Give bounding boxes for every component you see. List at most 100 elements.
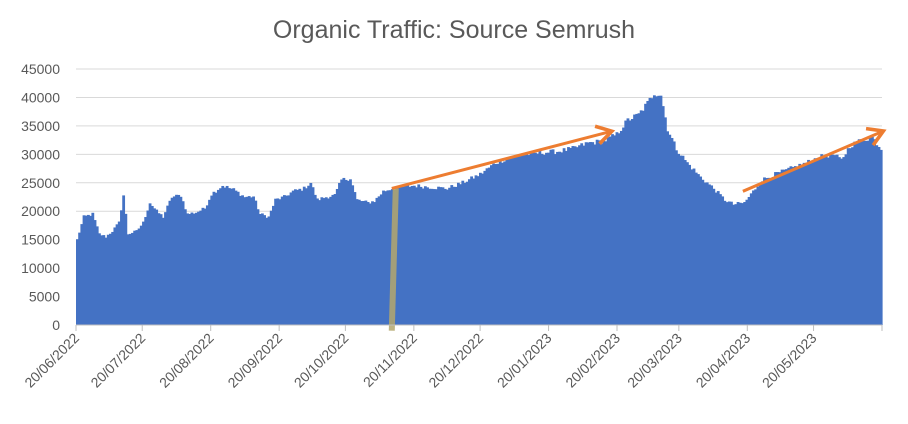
traffic-bar bbox=[668, 134, 672, 325]
traffic-bar bbox=[835, 154, 839, 325]
traffic-bar bbox=[549, 149, 553, 325]
traffic-bar bbox=[467, 179, 471, 325]
traffic-bar bbox=[501, 162, 504, 325]
traffic-bar bbox=[377, 196, 381, 325]
traffic-bar bbox=[472, 178, 476, 325]
traffic-bar bbox=[80, 224, 84, 325]
traffic-bar bbox=[197, 211, 200, 325]
traffic-bar bbox=[800, 165, 804, 325]
traffic-bar bbox=[355, 199, 359, 325]
traffic-bar bbox=[456, 182, 460, 325]
traffic-bar bbox=[481, 173, 485, 325]
traffic-bar bbox=[826, 157, 830, 325]
traffic-bar bbox=[93, 220, 97, 325]
traffic-bar bbox=[542, 154, 546, 325]
traffic-bar bbox=[445, 189, 449, 325]
traffic-bar bbox=[840, 158, 843, 325]
traffic-bar bbox=[274, 198, 277, 325]
traffic-bar bbox=[115, 224, 119, 325]
traffic-bar bbox=[820, 154, 824, 325]
traffic-bar bbox=[681, 155, 685, 325]
traffic-bar bbox=[672, 141, 676, 325]
traffic-bar bbox=[804, 162, 808, 325]
traffic-bar bbox=[710, 185, 714, 325]
traffic-bar bbox=[388, 190, 392, 325]
traffic-bar bbox=[758, 184, 762, 325]
traffic-bar bbox=[813, 158, 817, 325]
traffic-bar bbox=[708, 184, 711, 325]
traffic-bar bbox=[613, 135, 617, 325]
traffic-bar bbox=[809, 161, 813, 325]
traffic-bar bbox=[309, 182, 313, 325]
traffic-bar bbox=[798, 163, 802, 325]
traffic-bar bbox=[465, 181, 469, 325]
traffic-bar bbox=[300, 190, 304, 325]
traffic-bar bbox=[146, 210, 150, 325]
x-tick-label: 20/03/2023 bbox=[624, 330, 685, 391]
x-tick-label: 20/07/2022 bbox=[88, 330, 149, 391]
traffic-bar bbox=[199, 210, 203, 325]
traffic-bar bbox=[181, 201, 185, 325]
traffic-bar bbox=[657, 95, 661, 325]
traffic-bar bbox=[567, 147, 570, 325]
traffic-bar bbox=[723, 200, 727, 325]
traffic-bar bbox=[593, 144, 597, 325]
traffic-bar bbox=[538, 150, 542, 325]
traffic-bar bbox=[305, 188, 308, 325]
traffic-bar bbox=[531, 151, 535, 325]
traffic-bar bbox=[479, 172, 482, 325]
trend-arrow bbox=[742, 126, 887, 193]
x-tick-label: 20/02/2023 bbox=[562, 330, 623, 391]
traffic-bar bbox=[824, 156, 828, 325]
y-tick-label: 45000 bbox=[21, 61, 60, 77]
traffic-bar bbox=[490, 165, 493, 325]
x-tick-label: 20/05/2023 bbox=[759, 330, 820, 391]
traffic-bar bbox=[194, 212, 198, 325]
traffic-bar bbox=[697, 174, 700, 325]
traffic-bar bbox=[690, 169, 694, 325]
traffic-bar bbox=[807, 159, 810, 325]
traffic-bar bbox=[267, 216, 271, 325]
traffic-bar bbox=[732, 204, 736, 325]
traffic-bar bbox=[302, 186, 306, 325]
traffic-bar bbox=[232, 188, 236, 325]
traffic-bar bbox=[534, 152, 537, 325]
traffic-bar bbox=[523, 155, 526, 325]
traffic-bar bbox=[630, 119, 634, 325]
traffic-bar bbox=[855, 142, 859, 325]
traffic-bar bbox=[721, 196, 725, 325]
traffic-bar bbox=[848, 148, 852, 325]
traffic-bar bbox=[221, 185, 225, 325]
traffic-bar bbox=[98, 233, 101, 325]
traffic-bar bbox=[617, 133, 621, 325]
traffic-bar bbox=[161, 217, 165, 325]
traffic-bar bbox=[327, 198, 330, 325]
traffic-bar bbox=[615, 132, 619, 325]
traffic-bar bbox=[362, 200, 366, 325]
traffic-bar bbox=[712, 188, 716, 325]
traffic-bar bbox=[322, 198, 326, 325]
traffic-bar bbox=[100, 235, 104, 325]
traffic-bar bbox=[558, 151, 562, 325]
traffic-bar bbox=[283, 195, 286, 325]
traffic-bar bbox=[864, 140, 868, 325]
traffic-bar bbox=[91, 212, 95, 325]
traffic-bar bbox=[168, 200, 172, 325]
traffic-bar bbox=[214, 192, 218, 325]
traffic-bar bbox=[448, 187, 451, 325]
traffic-bar bbox=[815, 160, 819, 325]
traffic-bar bbox=[650, 98, 654, 325]
y-tick-label: 10000 bbox=[21, 260, 60, 276]
traffic-bar bbox=[767, 177, 771, 325]
traffic-bar bbox=[412, 185, 416, 325]
traffic-bar bbox=[796, 167, 799, 325]
traffic-bar bbox=[247, 196, 251, 325]
traffic-bar bbox=[743, 202, 747, 325]
traffic-bar bbox=[670, 137, 674, 325]
x-tick-label: 20/12/2022 bbox=[425, 330, 486, 391]
traffic-bar bbox=[494, 163, 498, 325]
traffic-bar bbox=[641, 110, 645, 326]
traffic-bar bbox=[117, 221, 121, 325]
traffic-bar bbox=[234, 190, 238, 325]
traffic-bar bbox=[459, 184, 462, 325]
